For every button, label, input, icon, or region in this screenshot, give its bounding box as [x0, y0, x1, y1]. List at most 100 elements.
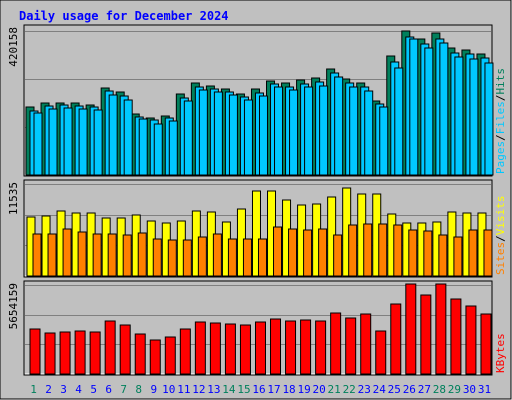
- x-tick-label: 21: [328, 383, 341, 396]
- legend-item: Visits: [494, 196, 507, 236]
- bar-pages-day-25: [394, 67, 404, 176]
- bar-sites-day-5: [92, 233, 102, 277]
- bar-pages-day-19: [304, 86, 314, 176]
- bar-pages-day-15: [243, 99, 253, 176]
- bar-sites-day-6: [107, 233, 117, 277]
- bar-sites-day-3: [62, 228, 72, 277]
- bar-kbytes-day-14: [224, 323, 236, 375]
- bar-kbytes-day-17: [270, 318, 282, 375]
- bar-sites-day-20: [318, 228, 328, 277]
- legend-item: /: [494, 134, 507, 141]
- bar-sites-day-8: [137, 232, 147, 277]
- x-tick-label: 13: [207, 383, 220, 396]
- x-tick-label: 25: [388, 383, 401, 396]
- x-tick-label: 14: [222, 383, 236, 396]
- bar-sites-day-25: [393, 224, 403, 277]
- bar-pages-day-17: [274, 86, 284, 176]
- bar-pages-day-11: [183, 100, 193, 176]
- bar-kbytes-day-30: [465, 305, 477, 375]
- bar-sites-day-26: [408, 229, 418, 277]
- bar-sites-day-1: [32, 233, 42, 277]
- bar-pages-day-30: [469, 58, 479, 176]
- bar-kbytes-day-27: [420, 294, 432, 375]
- x-tick-label: 19: [297, 383, 310, 396]
- bar-sites-day-7: [122, 234, 132, 277]
- bar-pages-day-27: [424, 47, 434, 176]
- bar-sites-day-4: [77, 231, 87, 277]
- bar-pages-day-26: [409, 38, 419, 176]
- x-tick-label: 1: [30, 383, 37, 396]
- legend-text: Sites/Visits: [494, 196, 507, 276]
- bar-pages-day-28: [439, 42, 449, 176]
- bar-pages-day-9: [153, 123, 163, 176]
- bar-sites-day-24: [378, 223, 388, 277]
- bar-sites-day-11: [182, 239, 192, 277]
- bar-pages-day-31: [484, 62, 494, 176]
- bar-pages-day-2: [48, 108, 58, 176]
- x-tick-label: 27: [418, 383, 431, 396]
- bar-pages-day-22: [349, 86, 359, 176]
- x-tick-label: 9: [150, 383, 157, 396]
- x-tick-label: 26: [403, 383, 416, 396]
- legend-text: KBytes: [494, 333, 507, 373]
- legend-item: Hits: [494, 68, 507, 95]
- bar-sites-day-21: [333, 234, 343, 277]
- bar-pages-day-23: [364, 90, 374, 176]
- y-max-label: 11535: [7, 182, 20, 215]
- bar-pages-day-7: [123, 99, 133, 176]
- chart-panel-3: 5654159 KBytes: [7, 280, 507, 376]
- bar-kbytes-day-8: [134, 333, 146, 375]
- panel-legend: Sites/Visits: [494, 196, 507, 276]
- bar-sites-day-10: [167, 239, 177, 277]
- bar-kbytes-day-18: [285, 320, 297, 375]
- y-max-label: 5654159: [7, 283, 20, 329]
- bar-pages-day-5: [93, 109, 103, 176]
- bar-pages-day-21: [334, 76, 344, 176]
- bar-kbytes-day-23: [360, 313, 372, 375]
- x-tick-label: 6: [105, 383, 112, 396]
- bar-sites-day-27: [423, 230, 433, 277]
- x-tick-label: 10: [162, 383, 175, 396]
- legend-item: Sites: [494, 242, 507, 275]
- x-axis-day-labels: 1 2 3 4 5 6 7 8 9 10 11 12 13 14 15 16 17 18 19 20 21 22 23 24 2…: [30, 383, 491, 396]
- bar-pages-day-29: [454, 56, 464, 176]
- x-tick-label: 11: [177, 383, 190, 396]
- bar-kbytes-day-28: [435, 283, 447, 375]
- bar-pages-day-1: [33, 112, 43, 176]
- bar-kbytes-day-19: [300, 319, 312, 375]
- bar-kbytes-day-24: [375, 330, 387, 375]
- x-tick-label: 20: [313, 383, 326, 396]
- x-tick-label: 12: [192, 383, 205, 396]
- x-tick-label: 29: [448, 383, 461, 396]
- bar-kbytes-day-13: [209, 322, 221, 375]
- bar-visits-day-16: [251, 190, 261, 277]
- bar-kbytes-day-5: [89, 331, 101, 375]
- x-tick-label: 16: [252, 383, 265, 396]
- bar-pages-day-13: [213, 91, 223, 176]
- bar-kbytes-day-2: [44, 332, 56, 375]
- x-tick-label: 24: [373, 383, 387, 396]
- bar-pages-day-6: [108, 94, 118, 176]
- bar-kbytes-day-7: [119, 324, 131, 375]
- bar-sites-day-14: [227, 238, 237, 277]
- chart-title: Daily usage for December 2024: [19, 9, 229, 23]
- bar-kbytes-day-6: [104, 320, 116, 375]
- bar-sites-day-16: [257, 238, 267, 277]
- legend-item: /: [494, 95, 507, 102]
- x-tick-label: 7: [120, 383, 127, 396]
- bar-kbytes-day-31: [480, 313, 492, 375]
- legend-text: Pages/Files/Hits: [494, 68, 507, 174]
- bar-sites-day-23: [363, 223, 373, 277]
- x-tick-label: 18: [282, 383, 295, 396]
- bar-kbytes-day-9: [149, 339, 161, 375]
- x-tick-label: 8: [135, 383, 142, 396]
- bar-pages-day-24: [379, 106, 389, 176]
- bar-kbytes-day-26: [405, 283, 417, 375]
- bar-sites-day-13: [212, 233, 222, 277]
- x-tick-label: 4: [75, 383, 82, 396]
- bar-sites-day-31: [483, 229, 493, 277]
- x-tick-label: 22: [343, 383, 356, 396]
